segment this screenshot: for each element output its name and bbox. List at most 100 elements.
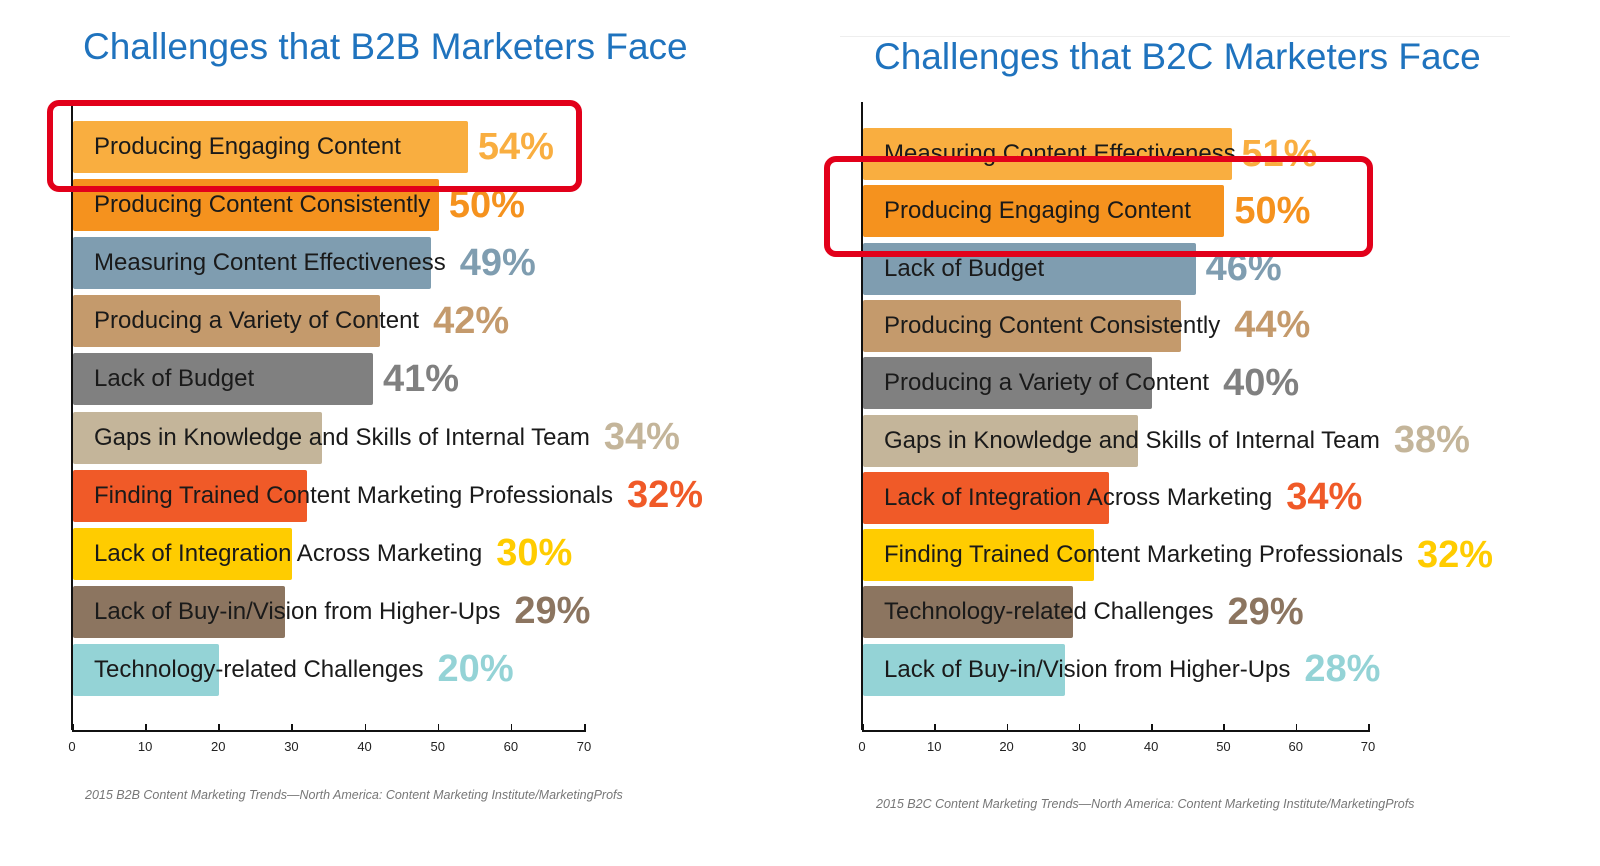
x-tick <box>934 724 936 732</box>
bar-row: Technology-related Challenges 20% <box>73 643 514 696</box>
x-tick-label: 10 <box>927 739 942 754</box>
bar <box>863 586 1073 639</box>
bar <box>863 128 1232 180</box>
bar-row: Producing Content Consistently 44% <box>863 299 1311 352</box>
bar <box>73 643 220 696</box>
x-tick <box>584 724 586 732</box>
value-label: 38% <box>1393 419 1470 461</box>
bar-row: Lack of Budget 41% <box>73 353 459 406</box>
bar-row: Finding Trained Content Marketing Profes… <box>73 469 704 522</box>
bar-label: Producing Content Consistently <box>94 191 431 219</box>
bar-label: Producing a Variety of Content <box>884 369 1210 397</box>
x-tick <box>437 724 440 732</box>
x-tick <box>862 724 864 732</box>
bar-label: Producing Engaging Content <box>884 197 1191 225</box>
bar <box>73 237 432 290</box>
value-label: 34% <box>603 416 680 458</box>
bar-label: Lack of Buy-in/Vision from Higher-Ups <box>94 597 501 625</box>
bar <box>73 353 373 406</box>
source-note-b2b: 2015 B2B Content Marketing Trends—North … <box>85 788 623 802</box>
x-tick-label: 40 <box>1143 739 1159 754</box>
x-tick-label: 50 <box>430 739 445 754</box>
x-tick-label: 70 <box>1360 739 1376 754</box>
bar-label: Gaps in Knowledge and Skills of Internal… <box>884 426 1380 454</box>
x-tick <box>1006 724 1009 732</box>
value-label: 30% <box>496 532 573 575</box>
bar <box>73 295 381 348</box>
bar-label: Lack of Integration Across Marketing <box>884 483 1273 511</box>
bar-label: Lack of Budget <box>94 365 255 393</box>
bar-label: Lack of Integration Across Marketing <box>94 539 483 567</box>
x-tick-label: 60 <box>503 739 519 754</box>
x-tick <box>72 724 74 732</box>
bar-label: Producing Content Consistently <box>884 311 1221 339</box>
y-axis-line <box>861 102 863 730</box>
x-tick-label: 30 <box>284 739 299 754</box>
value-label: 28% <box>1304 648 1381 691</box>
x-tick-label: 20 <box>211 739 226 754</box>
bar-row: Measuring Content Effectiveness 51% <box>863 128 1317 180</box>
x-tick-label: 70 <box>576 739 592 754</box>
highlight-box-b2b <box>47 100 582 192</box>
bar <box>73 585 286 638</box>
bar-row: Producing Engaging Content 50% <box>863 185 1311 238</box>
bar-row: Lack of Integration Across Marketing 30% <box>73 527 573 580</box>
value-label: 40% <box>1223 361 1300 404</box>
bar <box>863 471 1109 524</box>
y-axis-line <box>71 102 73 730</box>
bar-row: Producing a Variety of Content 42% <box>73 295 510 348</box>
x-axis-line <box>72 730 584 732</box>
x-tick <box>364 724 367 732</box>
x-tick <box>1295 724 1298 732</box>
value-label: 54% <box>477 125 554 168</box>
value-label: 42% <box>433 299 510 342</box>
value-label: 49% <box>459 241 536 284</box>
bar-row: Gaps in Knowledge and Skills of Internal… <box>73 411 680 464</box>
x-tick-label: 40 <box>357 739 372 754</box>
x-axis-line <box>862 730 1368 732</box>
value-label: 51% <box>1241 132 1318 175</box>
value-label: 32% <box>626 474 704 517</box>
bar-row: Gaps in Knowledge and Skills of Internal… <box>863 414 1470 467</box>
x-tick <box>1368 724 1370 732</box>
bar <box>73 121 468 173</box>
divider-line <box>840 36 1510 37</box>
chart-title-b2c: Challenges that B2C Marketers Face <box>874 36 1481 77</box>
bar <box>73 469 308 522</box>
x-tick-label: 20 <box>999 739 1014 754</box>
x-tick-label: 50 <box>1216 739 1231 754</box>
bar-row: Lack of Buy-in/Vision from Higher-Ups 29% <box>73 585 591 638</box>
bar-row: Measuring Content Effectiveness 49% <box>73 237 536 290</box>
value-label: 32% <box>1416 533 1494 576</box>
bar <box>863 643 1066 696</box>
bar-row: Lack of Buy-in/Vision from Higher-Ups 28% <box>863 643 1381 696</box>
bar-label: Measuring Content Effectiveness <box>884 140 1236 167</box>
bar-row: Producing Engaging Content 54% <box>73 121 554 173</box>
bar-label: Measuring Content Effectiveness <box>94 249 446 277</box>
value-label: 44% <box>1234 304 1311 347</box>
bar-label: Lack of Budget <box>884 254 1045 282</box>
bar-label: Finding Trained Content Marketing Profes… <box>884 541 1403 569</box>
x-tick-label: 10 <box>137 739 153 754</box>
bar <box>73 411 322 464</box>
bar-row: Producing a Variety of Content 40% <box>863 357 1300 410</box>
bar-label: Technology-related Challenges <box>884 598 1214 626</box>
x-tick <box>1223 724 1225 732</box>
value-label: 29% <box>514 590 591 633</box>
bar-label: Producing Engaging Content <box>94 133 401 160</box>
bar <box>863 357 1153 410</box>
bar-label: Producing a Variety of Content <box>94 307 420 335</box>
value-label: 20% <box>437 648 514 691</box>
bar <box>863 529 1095 582</box>
bar-label: Finding Trained Content Marketing Profes… <box>94 481 613 509</box>
x-tick <box>1151 724 1153 732</box>
bar <box>863 299 1182 352</box>
x-tick <box>1078 724 1081 732</box>
x-tick-label: 60 <box>1288 739 1303 754</box>
bar-row: Finding Trained Content Marketing Profes… <box>863 529 1494 582</box>
bar-row: Lack of Integration Across Marketing 34% <box>863 471 1362 524</box>
value-label: 50% <box>1234 189 1311 232</box>
highlight-box-b2c <box>824 156 1373 257</box>
bar-label: Lack of Buy-in/Vision from Higher-Ups <box>884 655 1291 683</box>
value-label: 29% <box>1227 590 1304 633</box>
